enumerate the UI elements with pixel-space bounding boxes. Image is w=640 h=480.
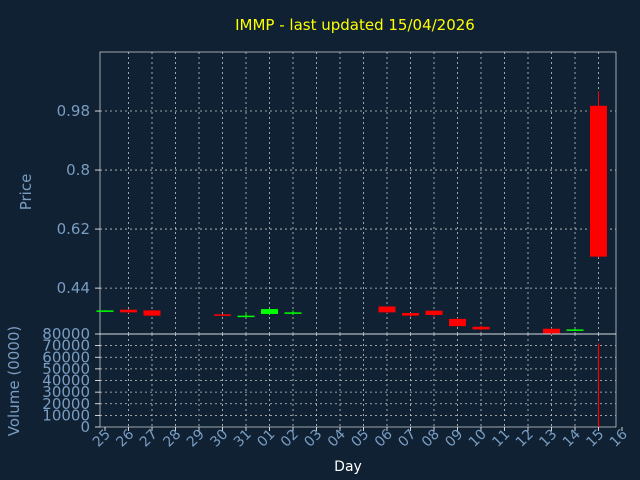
x-tick-label: 28 — [160, 427, 184, 451]
candle-body-01 — [261, 309, 278, 314]
volume-tick-label: 40000 — [42, 372, 90, 390]
x-tick-label: 08 — [419, 427, 443, 451]
candle-body-09 — [449, 318, 466, 327]
price-tick-label: 0.8 — [66, 161, 90, 179]
price-tick-label: 0.44 — [57, 279, 90, 297]
candle-body-15 — [590, 105, 607, 257]
candle-body-30 — [214, 314, 231, 316]
price-axis-label: Price — [17, 174, 35, 211]
candle-body-25 — [96, 310, 114, 312]
x-tick-label: 05 — [348, 427, 372, 451]
price-tick-label: 0.62 — [57, 220, 90, 238]
volume-tick-label: 50000 — [42, 360, 90, 378]
price-panel-frame — [99, 51, 617, 335]
x-tick-label: 01 — [254, 427, 278, 451]
x-tick-label: 12 — [513, 427, 537, 451]
volume-tick-label: 10000 — [42, 406, 90, 424]
x-tick-label: 02 — [278, 427, 302, 451]
x-tick-label: 29 — [184, 427, 208, 451]
candle-body-02 — [284, 312, 302, 314]
x-tick-label: 25 — [90, 427, 114, 451]
x-tick-label: 11 — [489, 427, 513, 451]
chart-layers: 0.44 0.62 0.8 0.98 0100002000030000400005000… — [42, 51, 631, 451]
chart-title: IMMP - last updated 15/04/2026 — [235, 16, 475, 34]
volume-tick-label: 70000 — [42, 337, 90, 355]
volume-panel-frame — [99, 333, 617, 428]
candle-body-26 — [120, 309, 137, 313]
x-axis-label: Day — [334, 459, 362, 475]
volume-tick-label: 30000 — [42, 383, 90, 401]
x-tick-label: 30 — [207, 427, 231, 451]
x-tick-label: 07 — [395, 427, 419, 451]
candle-body-07 — [402, 313, 419, 316]
candle-body-10 — [472, 326, 490, 330]
volume-axis-label: Volume (0000) — [5, 326, 23, 436]
candle-body-14 — [566, 329, 584, 331]
candle-body-08 — [425, 310, 443, 315]
candle-body-13 — [543, 328, 560, 334]
x-tick-label: 27 — [137, 427, 161, 451]
x-tick-label: 31 — [231, 427, 255, 451]
volume-tick-label: 0 — [80, 418, 90, 436]
x-tick-label: 26 — [113, 426, 137, 450]
x-tick-label: 15 — [583, 427, 607, 451]
x-tick-label: 09 — [442, 427, 466, 451]
x-tick-label: 04 — [325, 426, 349, 450]
volume-tick-label: 20000 — [42, 395, 90, 413]
price-tick-label: 0.98 — [57, 102, 90, 120]
candle-body-06 — [378, 306, 396, 313]
candle-body-27 — [143, 310, 161, 316]
volume-tick-label: 60000 — [42, 348, 90, 366]
x-tick-label: 13 — [536, 427, 560, 451]
x-tick-label: 14 — [560, 426, 584, 450]
x-tick-label: 16 — [607, 426, 631, 450]
volume-tick-label: 80000 — [42, 325, 90, 343]
candle-body-31 — [237, 315, 255, 318]
x-tick-label: 03 — [301, 427, 325, 451]
x-tick-label: 10 — [466, 427, 490, 451]
x-tick-label: 06 — [372, 426, 396, 450]
